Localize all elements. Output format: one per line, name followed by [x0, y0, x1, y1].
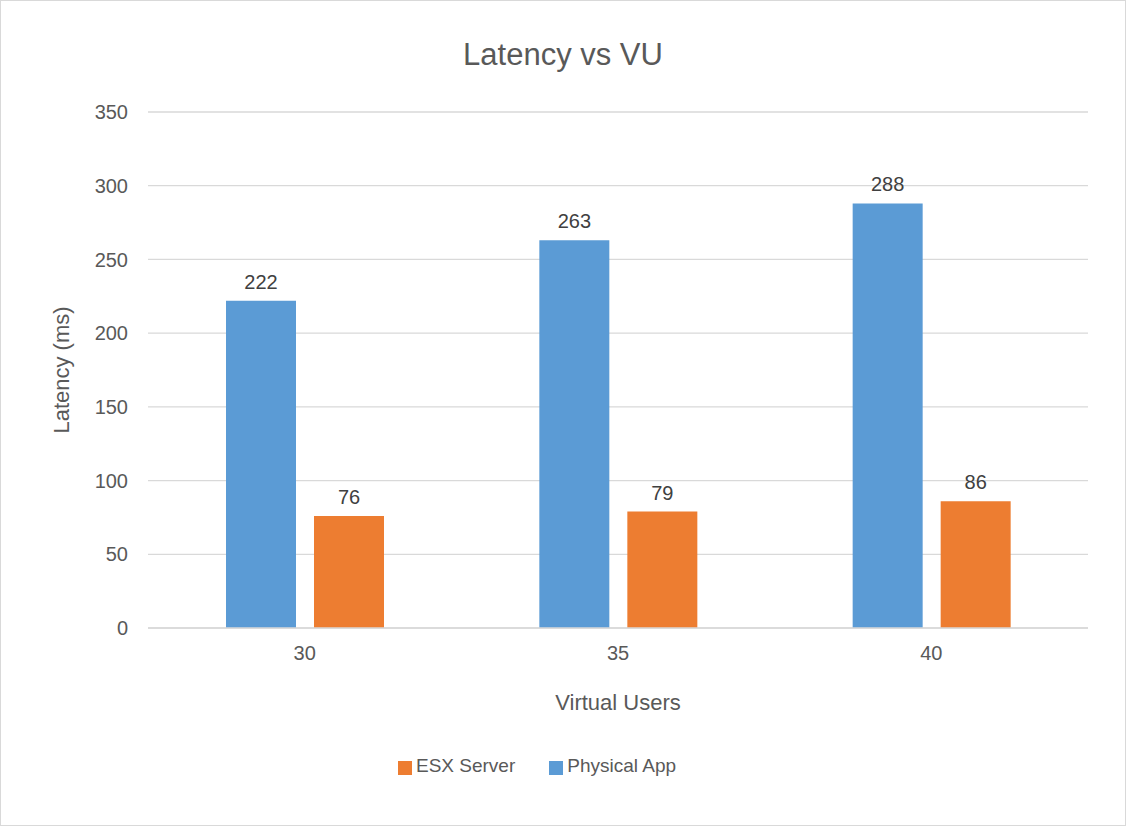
svg-text:0: 0 — [117, 617, 128, 639]
svg-text:222: 222 — [244, 271, 277, 293]
svg-text:288: 288 — [871, 173, 904, 195]
svg-text:100: 100 — [95, 470, 128, 492]
svg-text:350: 350 — [95, 101, 128, 123]
svg-text:30: 30 — [294, 642, 316, 664]
svg-text:86: 86 — [965, 471, 987, 493]
svg-text:Virtual Users: Virtual Users — [555, 690, 681, 715]
svg-text:40: 40 — [920, 642, 942, 664]
html-text:ESX Server: ESX Server — [416, 755, 516, 776]
svg-text:150: 150 — [95, 396, 128, 418]
svg-text:Latency (ms): Latency (ms) — [49, 306, 74, 433]
html-text:Physical App: Physical App — [567, 755, 676, 776]
svg-text:35: 35 — [607, 642, 629, 664]
svg-text:263: 263 — [558, 210, 591, 232]
html-text:Latency vs VU: Latency vs VU — [463, 37, 663, 72]
svg-text:250: 250 — [95, 249, 128, 271]
svg-text:300: 300 — [95, 175, 128, 197]
svg-text:50: 50 — [106, 543, 128, 565]
svg-text:79: 79 — [651, 482, 673, 504]
svg-text:76: 76 — [338, 486, 360, 508]
svg-text:200: 200 — [95, 322, 128, 344]
